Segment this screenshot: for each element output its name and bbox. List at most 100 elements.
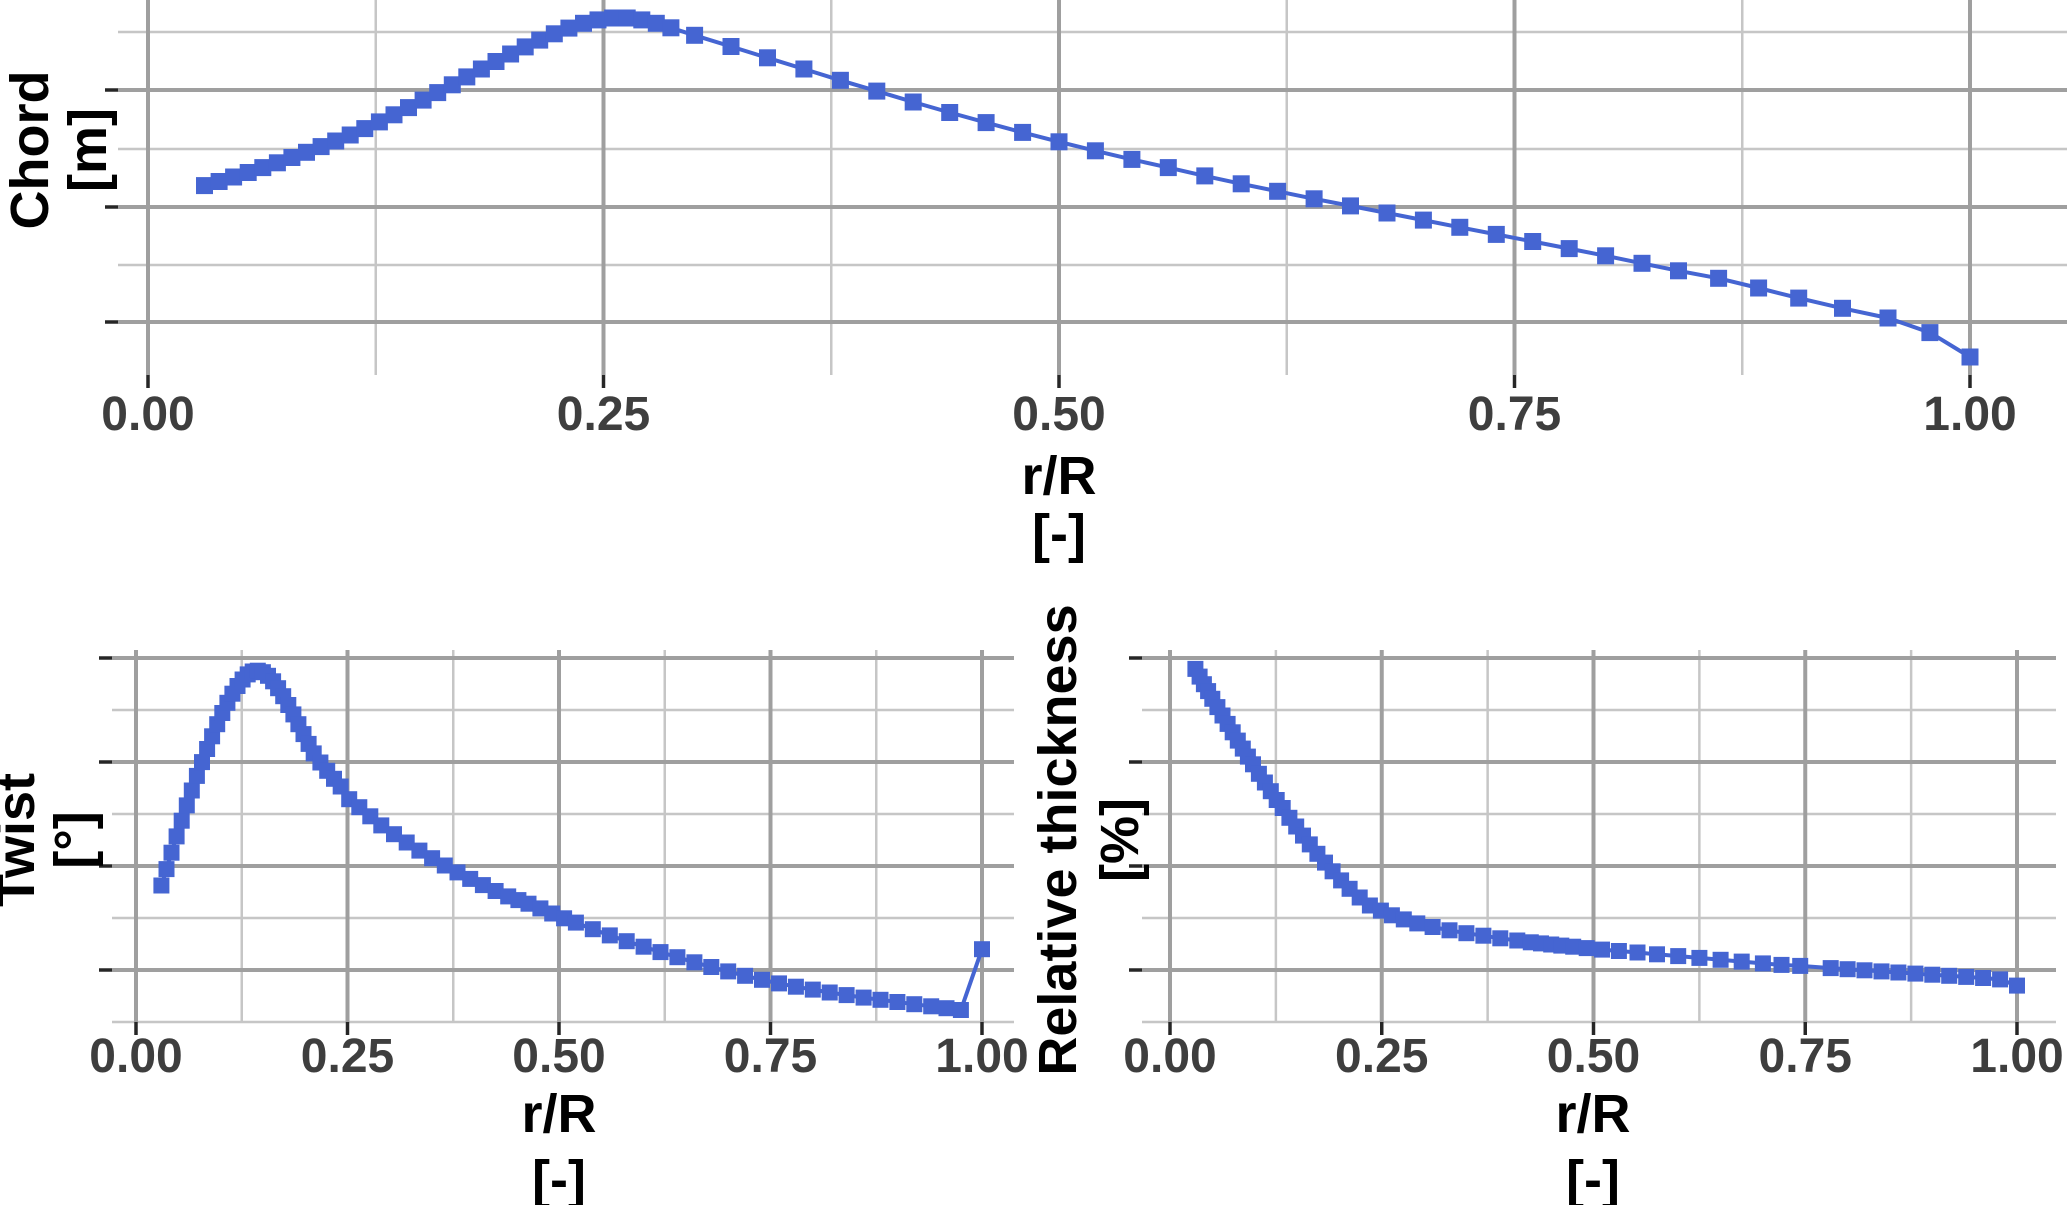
data-point (178, 797, 195, 814)
twist-x-axis-title-line2: [-] (532, 1150, 586, 1205)
data-point (831, 71, 849, 89)
relative-thickness-x-axis-title-line1: r/R (1555, 1084, 1630, 1144)
data-point (974, 941, 990, 958)
relative-thickness-plot: 0.00 0.25 0.50 0.75 1.00 Relative thickness … (1028, 604, 2064, 1205)
data-point (487, 883, 504, 899)
data-point (1458, 925, 1475, 942)
data-line (1193, 667, 2018, 988)
twist-y-axis-title-line2: [°] (44, 811, 104, 869)
data-point (400, 99, 417, 117)
data-point (1451, 218, 1469, 236)
data-point (1560, 240, 1578, 258)
data-point (868, 82, 886, 100)
data-point (1441, 922, 1458, 939)
relative-thickness-y-axis-title-line1: Relative thickness (1028, 604, 1088, 1075)
data-point (196, 177, 213, 195)
x-tick-label: 0.50 (512, 1030, 605, 1083)
data-point (1610, 943, 1627, 959)
data-point (373, 817, 390, 834)
data-point (759, 49, 776, 67)
data-point (385, 106, 403, 124)
data-point (254, 159, 272, 177)
data-point (1750, 279, 1768, 297)
relative-thickness-x-axis-title-line2: [-] (1566, 1150, 1620, 1205)
data-point (906, 996, 923, 1013)
data-point (635, 938, 652, 955)
chord-y-axis-title-line2: [m] (58, 108, 118, 192)
data-point (686, 954, 703, 971)
data-point (414, 91, 432, 109)
data-point (737, 967, 754, 984)
chord-chart: 0.00 0.25 0.50 0.75 1.00 Chord [m] r/R [-] (0, 0, 2067, 564)
data-point (1754, 955, 1771, 972)
data-point (1492, 930, 1509, 947)
data-point (889, 994, 906, 1010)
data-point (298, 143, 315, 161)
x-tick-label: 0.75 (1468, 388, 1561, 441)
data-point (474, 877, 491, 894)
data-point (1014, 123, 1032, 141)
data-point (1890, 964, 1907, 981)
data-point (1629, 944, 1646, 961)
x-tick-label: 0.25 (1335, 1030, 1428, 1083)
data-point (1992, 971, 2009, 988)
data-point (1691, 949, 1708, 966)
chord-plot: 0.00 0.25 0.50 0.75 1.00 Chord [m] r/R [-] (0, 0, 2067, 564)
data-point (1921, 324, 1939, 342)
data-point (1907, 965, 1924, 982)
data-point (173, 812, 190, 829)
data-line (159, 668, 984, 1012)
data-point (1961, 348, 1979, 366)
data-point (771, 975, 787, 992)
data-point (204, 728, 221, 745)
data-point (601, 927, 618, 944)
data-point (472, 60, 490, 78)
data-point (720, 963, 737, 980)
chord-series (196, 9, 1979, 366)
data-point (2009, 977, 2025, 994)
data-point (1487, 225, 1505, 243)
x-tick-label: 0.25 (301, 1030, 394, 1083)
data-point (168, 828, 185, 845)
data-point (327, 132, 345, 150)
twist-y-axis-title-line1: Twist (0, 773, 46, 907)
data-point (1649, 946, 1665, 963)
data-point (1475, 927, 1492, 944)
data-point (1597, 247, 1615, 265)
data-point (703, 959, 720, 975)
data-point (188, 767, 205, 784)
data-point (1924, 966, 1941, 983)
data-point (589, 11, 607, 29)
data-point (652, 944, 669, 961)
data-point (386, 826, 402, 843)
data-point (283, 149, 301, 166)
data-point (516, 38, 534, 56)
data-point (312, 138, 330, 156)
data-point (1790, 289, 1808, 307)
data-point (618, 9, 636, 27)
twist-gridlines (99, 650, 1014, 1035)
data-point (855, 989, 872, 1006)
x-tick-label: 1.00 (935, 1030, 1028, 1083)
data-point (429, 84, 447, 102)
data-point (560, 19, 578, 37)
data-point (662, 19, 680, 37)
data-point (821, 984, 838, 1001)
data-point (370, 113, 388, 131)
twist-plot: 0.00 0.25 0.50 0.75 1.00 Twist [°] r/R [-] (0, 650, 1029, 1205)
data-point (443, 76, 461, 94)
x-tick-label: 0.00 (1123, 1030, 1216, 1083)
data-point (754, 971, 770, 988)
data-point (669, 949, 686, 966)
data-point (158, 861, 175, 878)
relative-thickness-series (1187, 660, 2025, 994)
relative-thickness-y-axis-title-line2: [%] (1090, 798, 1150, 882)
data-point (1822, 960, 1839, 977)
data-point (531, 31, 549, 49)
data-point (449, 864, 466, 881)
data-point (804, 981, 821, 998)
data-point (225, 168, 243, 186)
data-point (411, 842, 428, 859)
data-point (941, 104, 959, 121)
data-point (194, 754, 210, 771)
